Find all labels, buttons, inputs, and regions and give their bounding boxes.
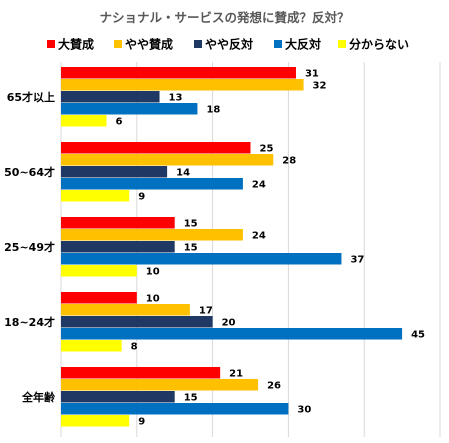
bar (61, 253, 342, 265)
bar (61, 328, 403, 340)
value-label: 25 (260, 143, 274, 154)
value-label: 26 (267, 380, 281, 391)
legend-swatch (47, 40, 55, 48)
legend-swatch (194, 40, 202, 48)
bar (61, 391, 175, 403)
legend-swatch (274, 40, 282, 48)
value-label: 18 (206, 104, 220, 115)
legend-swatch (114, 40, 122, 48)
bar (61, 265, 137, 277)
value-label: 6 (115, 116, 122, 127)
bar (61, 91, 160, 103)
value-label: 14 (176, 167, 190, 178)
value-label: 24 (252, 230, 266, 241)
value-label: 15 (184, 218, 198, 229)
category-label: 65才以上 (7, 90, 55, 104)
bar (61, 379, 259, 391)
value-label: 8 (131, 341, 138, 352)
bar (61, 292, 137, 304)
value-label: 15 (184, 242, 198, 253)
bar (61, 403, 289, 415)
legend-label: やや賛成 (125, 37, 173, 52)
value-label: 30 (297, 404, 311, 415)
bar (61, 316, 213, 328)
value-label: 45 (411, 329, 425, 340)
value-label: 9 (138, 191, 145, 202)
value-label: 32 (313, 80, 327, 91)
value-label: 28 (282, 155, 296, 166)
bar (61, 67, 296, 79)
value-label: 24 (252, 179, 266, 190)
bar (61, 367, 221, 379)
bar (61, 304, 190, 316)
value-label: 10 (146, 266, 160, 277)
bar (61, 154, 274, 166)
value-label: 13 (169, 92, 183, 103)
bar (61, 142, 251, 154)
bar (61, 178, 243, 190)
value-label: 9 (138, 416, 145, 427)
legend-swatch (338, 40, 346, 48)
legend: 大賛成 やや賛成 やや反対 大反対 分からない (47, 37, 409, 52)
bar (61, 229, 243, 241)
value-label: 17 (199, 305, 213, 316)
value-label: 20 (222, 317, 236, 328)
bar (61, 79, 304, 91)
bar (61, 340, 122, 352)
legend-label: 分からない (349, 37, 409, 52)
legend-label: 大賛成 (58, 37, 94, 52)
chart-title: ナショナル・サービスの発想に賛成？反対？ (99, 10, 349, 25)
bar (61, 115, 107, 127)
value-label: 10 (146, 293, 160, 304)
bar (61, 103, 198, 115)
value-label: 15 (184, 392, 198, 403)
category-label: 50~64才 (4, 165, 55, 179)
bar (61, 190, 130, 202)
legend-label: やや反対 (205, 37, 253, 52)
value-label: 31 (305, 68, 319, 79)
bar (61, 166, 168, 178)
value-label: 21 (229, 368, 243, 379)
bar (61, 241, 175, 253)
bar (61, 217, 175, 229)
category-label: 25~49才 (4, 240, 55, 254)
legend-label: 大反対 (285, 37, 321, 52)
category-label: 18~24才 (4, 315, 55, 329)
value-label: 37 (350, 254, 364, 265)
bars (61, 67, 403, 427)
bar (61, 415, 130, 427)
category-label: 全年齢 (21, 390, 56, 404)
